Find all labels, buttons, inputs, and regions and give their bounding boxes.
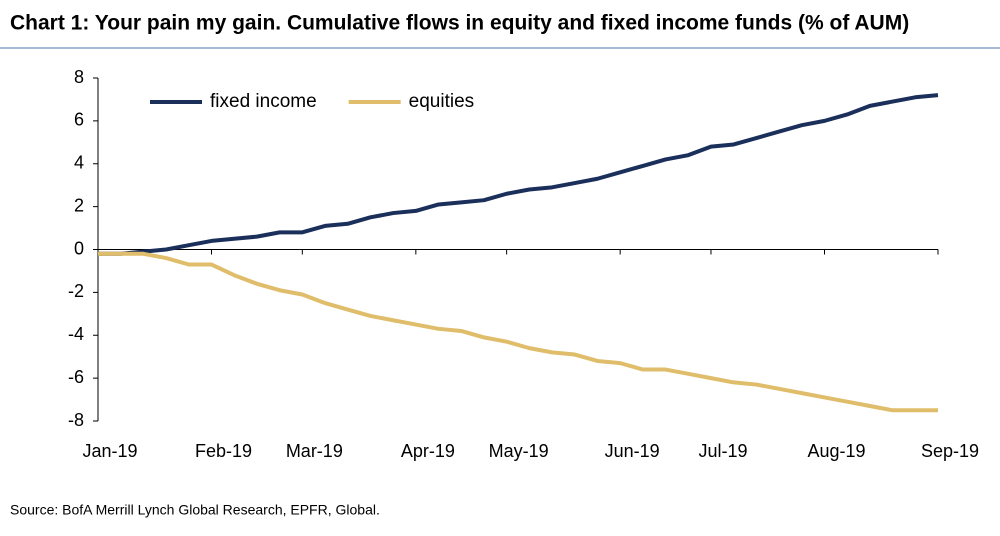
x-tick-label: May-19 [489, 441, 549, 461]
series-line [98, 251, 938, 413]
x-tick-label: Mar-19 [286, 441, 343, 461]
y-tick-label: -8 [68, 410, 84, 430]
y-tick-label: 0 [74, 238, 84, 258]
source-note: Source: BofA Merrill Lynch Global Resear… [10, 502, 380, 518]
x-tick-label: Jan-19 [82, 441, 137, 461]
legend-label: fixed income [210, 91, 317, 112]
x-tick-label: Apr-19 [401, 441, 455, 461]
y-tick-label: -4 [68, 324, 84, 344]
y-tick-label: 4 [74, 153, 84, 173]
x-tick-label: Feb-19 [195, 441, 252, 461]
y-tick-label: 6 [74, 110, 84, 130]
y-tick-label: 2 [74, 195, 84, 215]
chart-title: Chart 1: Your pain my gain. Cumulative f… [10, 12, 909, 35]
y-tick-label: -6 [68, 367, 84, 387]
series-line [98, 93, 939, 256]
x-tick-label: Jul-19 [698, 441, 747, 461]
y-tick-label: 8 [74, 67, 84, 87]
legend-label: equities [409, 91, 475, 112]
y-tick-label: -2 [68, 281, 84, 301]
x-tick-label: Jun-19 [605, 441, 660, 461]
x-tick-label: Aug-19 [807, 441, 865, 461]
x-tick-label: Sep-19 [921, 441, 979, 461]
